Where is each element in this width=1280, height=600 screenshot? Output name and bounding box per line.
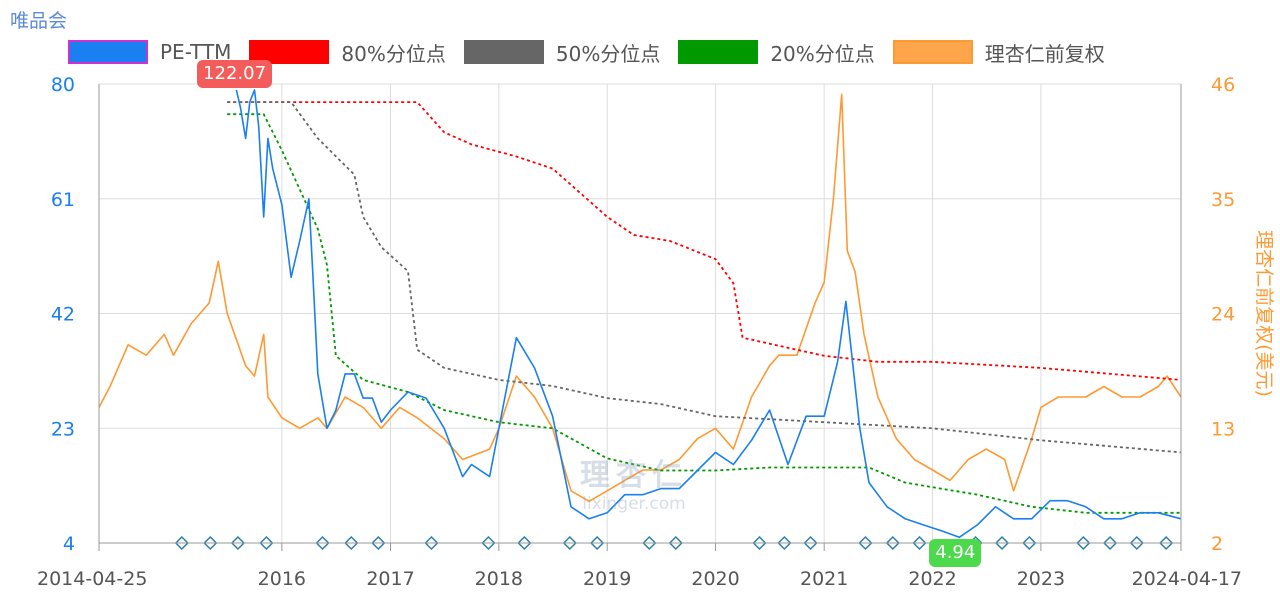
series-line-1 (227, 101, 1182, 381)
watermark-logo-text: 理杏仁 (580, 458, 688, 493)
x-tick-label: 2018 (475, 568, 523, 590)
legend-label-50-percentile: 50%分位点 (555, 41, 661, 66)
y-right-tick-label: 13 (1211, 418, 1235, 440)
y-right-tick-label: 24 (1211, 304, 1235, 326)
x-tick-label: 2021 (800, 568, 848, 590)
series-line-4 (98, 93, 1182, 503)
y-left-tick-label: 42 (51, 304, 75, 326)
x-tick-label: 2016 (258, 568, 306, 590)
series-line-0 (235, 89, 1182, 539)
legend-swatch-pe-ttm (68, 40, 148, 64)
legend-item-20-percentile[interactable]: 20%分位点 (678, 38, 875, 67)
y-left-tick-label: 4 (63, 533, 75, 555)
series-line-3 (227, 113, 1181, 514)
x-tick-label: 2024-04-17 (1132, 568, 1242, 590)
legend-swatch-adjusted-price (892, 40, 973, 64)
legend-item-50-percentile[interactable]: 50%分位点 (463, 38, 661, 67)
legend-item-adjusted-price[interactable]: 理杏仁前复权 (892, 38, 1105, 67)
legend-label-20-percentile: 20%分位点 (770, 41, 875, 66)
watermark: 理杏仁 lixinger.com (580, 450, 688, 514)
y-right-tick-label: 46 (1211, 74, 1235, 96)
series-line-2 (227, 101, 1182, 454)
page-title: 唯品会 (10, 10, 68, 32)
series-layer (98, 89, 1182, 539)
x-tick-label: 2017 (366, 568, 414, 590)
legend-label-80-percentile: 80%分位点 (341, 41, 446, 66)
x-tick-label: 2023 (1017, 568, 1065, 590)
x-tick-label: 2014-04-25 (37, 568, 147, 590)
y-right-tick-label: 2 (1211, 533, 1223, 555)
legend-item-pe-ttm[interactable]: PE-TTM (68, 40, 231, 64)
legend-swatch-50-percentile (463, 40, 544, 64)
max-value-badge: 122.07 (197, 60, 273, 88)
y-left-tick-label: 23 (51, 418, 75, 440)
x-tick-label: 2022 (908, 568, 956, 590)
legend-label-adjusted-price: 理杏仁前复权 (984, 41, 1105, 66)
x-tick-label: 2020 (691, 568, 739, 590)
y-right-axis-title: 理杏仁前复权(美元) (1253, 230, 1275, 397)
watermark-url: lixinger.com (582, 494, 686, 514)
y-right-tick-label: 35 (1211, 189, 1235, 211)
y-left-tick-label: 80 (51, 74, 75, 96)
min-value-badge: 4.94 (929, 539, 982, 567)
chart-legend: PE-TTM 80%分位点 50%分位点 20%分位点 理杏仁前复权 (68, 36, 1123, 68)
legend-swatch-20-percentile (678, 40, 759, 64)
y-left-tick-label: 61 (51, 189, 75, 211)
x-tick-label: 2019 (583, 568, 631, 590)
